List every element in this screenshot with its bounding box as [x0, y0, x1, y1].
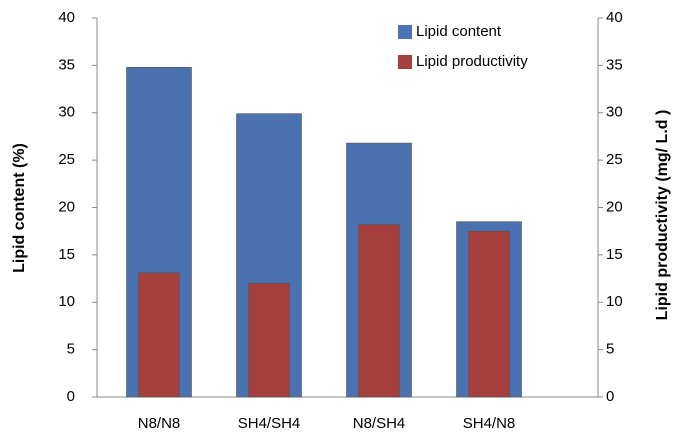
legend-swatch: [398, 25, 412, 39]
x-tick-label: N8/SH4: [353, 415, 406, 432]
y2-tick-label: 10: [606, 293, 623, 310]
y-tick-label: 20: [58, 198, 75, 215]
y2-tick-label: 20: [606, 198, 623, 215]
y2-tick-label: 40: [606, 9, 623, 26]
y-tick-label: 0: [67, 388, 75, 405]
y-tick-label: 25: [58, 151, 75, 168]
y2-tick-label: 30: [606, 104, 623, 121]
y2-tick-label: 5: [606, 341, 614, 358]
y2-axis-title: Lipid productivity (mg/ L.d ): [654, 110, 671, 321]
x-tick-label: SH4/SH4: [238, 415, 301, 432]
legend-label: Lipid content: [416, 23, 502, 40]
x-tick-label: N8/N8: [138, 415, 181, 432]
bar: [468, 230, 510, 398]
y-tick-label: 10: [58, 293, 75, 310]
y2-tick-label: 15: [606, 246, 623, 263]
y-tick-label: 5: [67, 341, 75, 358]
y-tick-label: 15: [58, 246, 75, 263]
legend-swatch: [398, 55, 412, 69]
y2-tick-label: 0: [606, 388, 614, 405]
bar: [138, 272, 180, 398]
bar: [248, 282, 290, 398]
y-axis-title: Lipid content (%): [11, 143, 28, 273]
x-tick-label: SH4/N8: [463, 415, 516, 432]
y-tick-label: 35: [58, 56, 75, 73]
y-tick-label: 30: [58, 104, 75, 121]
y-tick-label: 40: [58, 9, 75, 26]
y2-tick-label: 25: [606, 151, 623, 168]
legend-label: Lipid productivity: [416, 53, 528, 70]
y2-tick-label: 35: [606, 56, 623, 73]
bar: [358, 224, 400, 398]
